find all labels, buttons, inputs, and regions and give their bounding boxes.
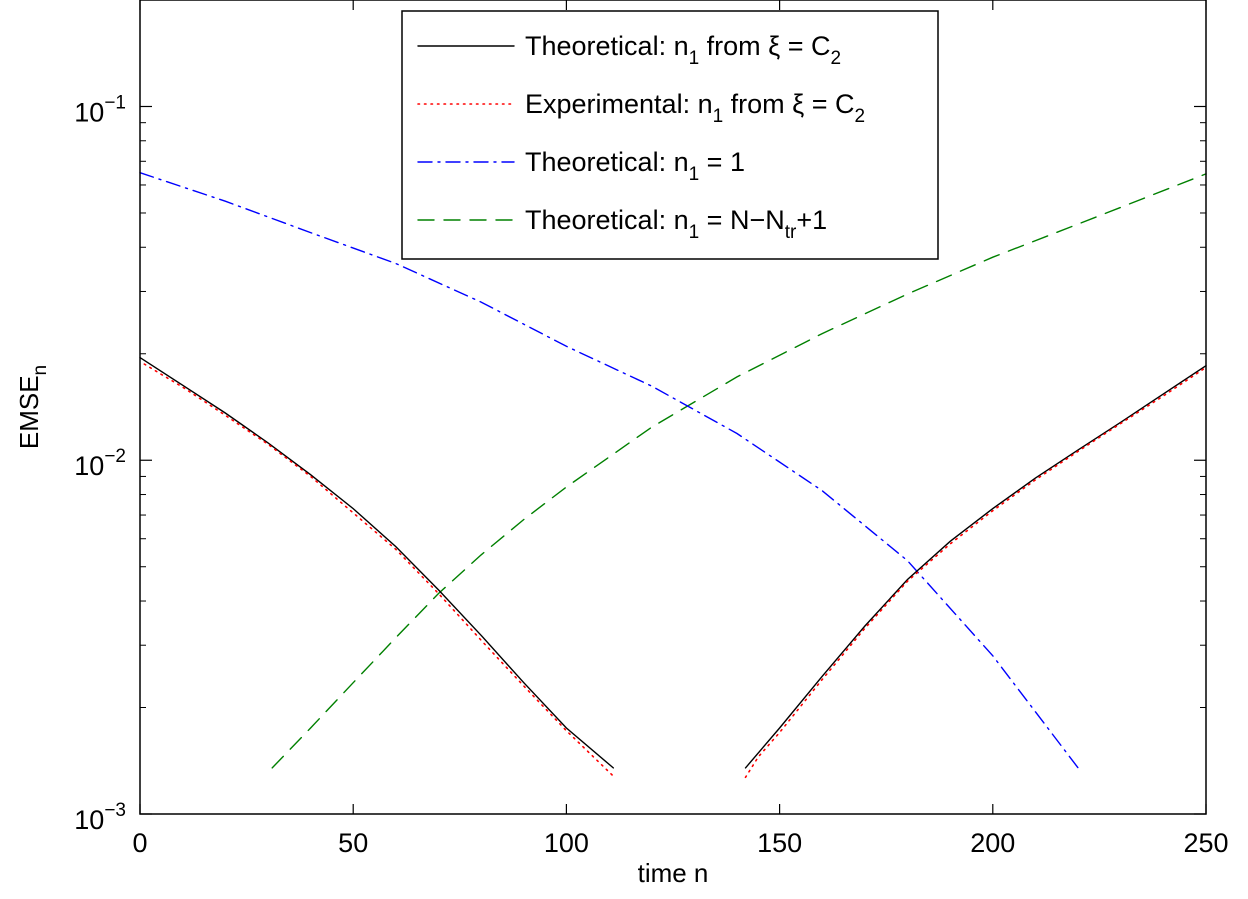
series-3-line-0 [271, 173, 1207, 769]
y-axis-title-sub: n [30, 365, 51, 376]
series-1-line-1 [744, 366, 1207, 779]
series-0-line-1 [744, 365, 1207, 769]
legend-label-1: Experimental: n1 from ξ = C2 [525, 89, 865, 127]
plot-frame [139, 0, 1207, 815]
legend: Theoretical: n1 from ξ = C2 Experimental:… [401, 10, 939, 260]
svg-text:EMSEn: EMSEn [14, 365, 51, 449]
legend-label-0: Theoretical: n1 from ξ = C2 [525, 31, 841, 69]
y-axis-title: EMSEn [14, 365, 51, 449]
y-tick-label: 10−3 [74, 800, 126, 835]
legend-label-3: Theoretical: n1 = N−Ntr+1 [525, 205, 827, 243]
legend-box [401, 10, 939, 260]
series-2-line-0 [139, 172, 1079, 769]
y-tick-label: 10−2 [74, 446, 126, 481]
x-tick-label: 200 [970, 828, 1015, 858]
x-tick-label: 250 [1183, 828, 1228, 858]
tick-layer: 0 50 100 150 200 250 10−1 10−2 10−3 [74, 0, 1229, 858]
x-tick-label: 150 [757, 828, 802, 858]
y-tick-label: 10−1 [74, 92, 126, 127]
series-0-line-0 [139, 356, 614, 769]
x-tick-label: 0 [132, 828, 147, 858]
x-axis-title: time n [638, 858, 709, 888]
y-axis-title-main: EMSE [14, 375, 44, 449]
series-layer [139, 172, 1207, 779]
legend-label-2: Theoretical: n1 = 1 [525, 147, 745, 185]
x-tick-label: 50 [338, 828, 368, 858]
x-tick-label: 100 [544, 828, 589, 858]
